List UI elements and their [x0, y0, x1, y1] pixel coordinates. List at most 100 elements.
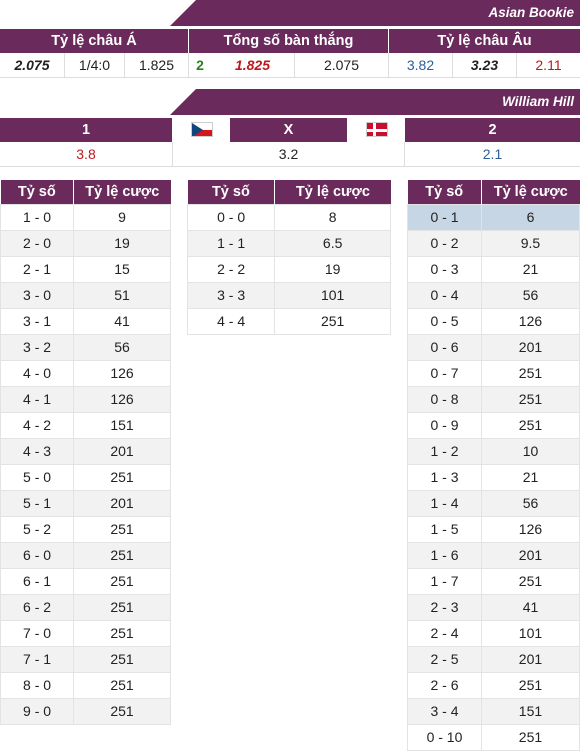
score-column-header: Tỷ số	[407, 180, 482, 204]
european-odds-header: Tỷ lệ châu Âu	[437, 33, 532, 49]
score-cell: 2 - 3	[407, 593, 482, 621]
odds-column-header: Tỷ lệ cược	[73, 180, 171, 204]
score-cell: 0 - 3	[407, 255, 482, 283]
table-row: 2 - 4 101	[407, 619, 581, 647]
table-row: 4 - 0 126	[0, 359, 171, 387]
table-row: 1 - 5 126	[407, 515, 581, 543]
table-row: 2 - 5 201	[407, 645, 581, 673]
away-win-header: 2	[488, 122, 497, 138]
score-cell: 6 - 2	[0, 593, 75, 621]
odds-cell: 251	[480, 567, 581, 595]
score-cell: 0 - 6	[407, 333, 482, 361]
odds-cell: 251	[73, 645, 171, 673]
denmark-flag-icon	[347, 118, 405, 142]
score-cell: 1 - 6	[407, 541, 482, 569]
table-row: 1 - 1 6.5	[186, 229, 391, 257]
table-row: 4 - 3 201	[0, 437, 171, 465]
home-win-odds: 3.8	[0, 142, 173, 166]
table-row: 7 - 0 251	[0, 619, 171, 647]
asian-handicap-header: Tỷ lệ châu Á	[0, 29, 189, 53]
asian-bookie-values-row: 2.075 1/4:0 1.825 2 1.825 2.075 3.82 3.2…	[0, 53, 580, 78]
score-cell: 0 - 7	[407, 359, 482, 387]
odds-cell: 126	[480, 307, 581, 335]
table-row: 8 - 0 251	[0, 671, 171, 699]
odds-cell: 51	[73, 281, 171, 309]
odds-cell: 251	[73, 515, 171, 543]
score-cell: 4 - 0	[0, 359, 75, 387]
score-cell: 1 - 0	[0, 203, 75, 231]
european-odds-draw: 3.23	[453, 53, 517, 77]
odds-cell: 6	[480, 203, 581, 231]
odds-cell: 41	[73, 307, 171, 335]
asian-handicap-line: 1/4:0	[65, 53, 125, 77]
william-hill-header-row: 1 X 2	[0, 118, 580, 142]
table-row: 1 - 7 251	[407, 567, 581, 595]
odds-cell: 251	[274, 307, 391, 335]
away-win-odds: 2.1	[482, 146, 503, 162]
table-row: 9 - 0 251	[0, 697, 171, 725]
odds-cell: 251	[73, 619, 171, 647]
score-cell: 0 - 0	[186, 203, 276, 231]
score-cell: 0 - 5	[407, 307, 482, 335]
table-row: 6 - 1 251	[0, 567, 171, 595]
score-table-header: Tỷ số Tỷ lệ cược	[187, 180, 391, 204]
total-goals-under: 2.075	[295, 53, 389, 77]
odds-cell: 251	[73, 593, 171, 621]
score-column-header: Tỷ số	[0, 180, 75, 204]
table-row: 2 - 0 19	[0, 229, 171, 257]
score-cell: 3 - 4	[407, 697, 482, 725]
table-row: 0 - 6 201	[407, 333, 581, 361]
odds-cell: 56	[73, 333, 171, 361]
odds-cell: 201	[480, 645, 581, 673]
odds-column-header: Tỷ lệ cược	[274, 180, 391, 204]
score-cell: 1 - 1	[186, 229, 276, 257]
score-cell: 1 - 2	[407, 437, 482, 465]
score-cell: 8 - 0	[0, 671, 75, 699]
odds-cell: 251	[480, 411, 581, 439]
table-row: 0 - 7 251	[407, 359, 581, 387]
odds-cell: 101	[274, 281, 391, 309]
score-cell: 1 - 3	[407, 463, 482, 491]
odds-cell: 251	[73, 541, 171, 569]
odds-cell: 6.5	[274, 229, 391, 257]
score-cell: 5 - 1	[0, 489, 75, 517]
table-row: 2 - 3 41	[407, 593, 581, 621]
score-cell: 0 - 8	[407, 385, 482, 413]
table-row: 3 - 0 51	[0, 281, 171, 309]
score-cell: 2 - 1	[0, 255, 75, 283]
score-cell: 1 - 5	[407, 515, 482, 543]
score-cell: 0 - 10	[407, 723, 482, 751]
score-column-header: Tỷ số	[187, 180, 276, 204]
table-row: 2 - 2 19	[186, 255, 391, 283]
odds-cell: 251	[73, 567, 171, 595]
draw-odds: 3.2	[173, 142, 405, 166]
score-cell: 1 - 4	[407, 489, 482, 517]
table-row: 0 - 2 9.5	[407, 229, 581, 257]
asian-bookie-banner: Asian Bookie	[170, 0, 580, 26]
table-row: 0 - 3 21	[407, 255, 581, 283]
asian-bookie-header-row: Tỷ lệ châu Á Tổng số bàn thắng Tỷ lệ châ…	[0, 29, 580, 53]
table-row: 4 - 2 151	[0, 411, 171, 439]
odds-cell: 126	[480, 515, 581, 543]
table-row: 3 - 1 41	[0, 307, 171, 335]
odds-cell: 41	[480, 593, 581, 621]
score-cell: 3 - 2	[0, 333, 75, 361]
score-table-header: Tỷ số Tỷ lệ cược	[0, 180, 171, 204]
score-cell: 2 - 6	[407, 671, 482, 699]
score-cell: 5 - 2	[0, 515, 75, 543]
european-odds-home: 3.82	[389, 53, 453, 77]
table-row: 0 - 4 56	[407, 281, 581, 309]
odds-cell: 151	[73, 411, 171, 439]
odds-column-header: Tỷ lệ cược	[481, 180, 580, 204]
score-cell: 2 - 2	[186, 255, 276, 283]
odds-cell: 251	[73, 463, 171, 491]
score-cell: 6 - 0	[0, 541, 75, 569]
odds-cell: 21	[480, 255, 581, 283]
score-cell: 0 - 4	[407, 281, 482, 309]
table-row: 2 - 1 15	[0, 255, 171, 283]
odds-cell: 15	[73, 255, 171, 283]
home-win-header: 1	[81, 122, 91, 138]
score-cell: 4 - 4	[186, 307, 276, 335]
odds-cell: 9	[73, 203, 171, 231]
